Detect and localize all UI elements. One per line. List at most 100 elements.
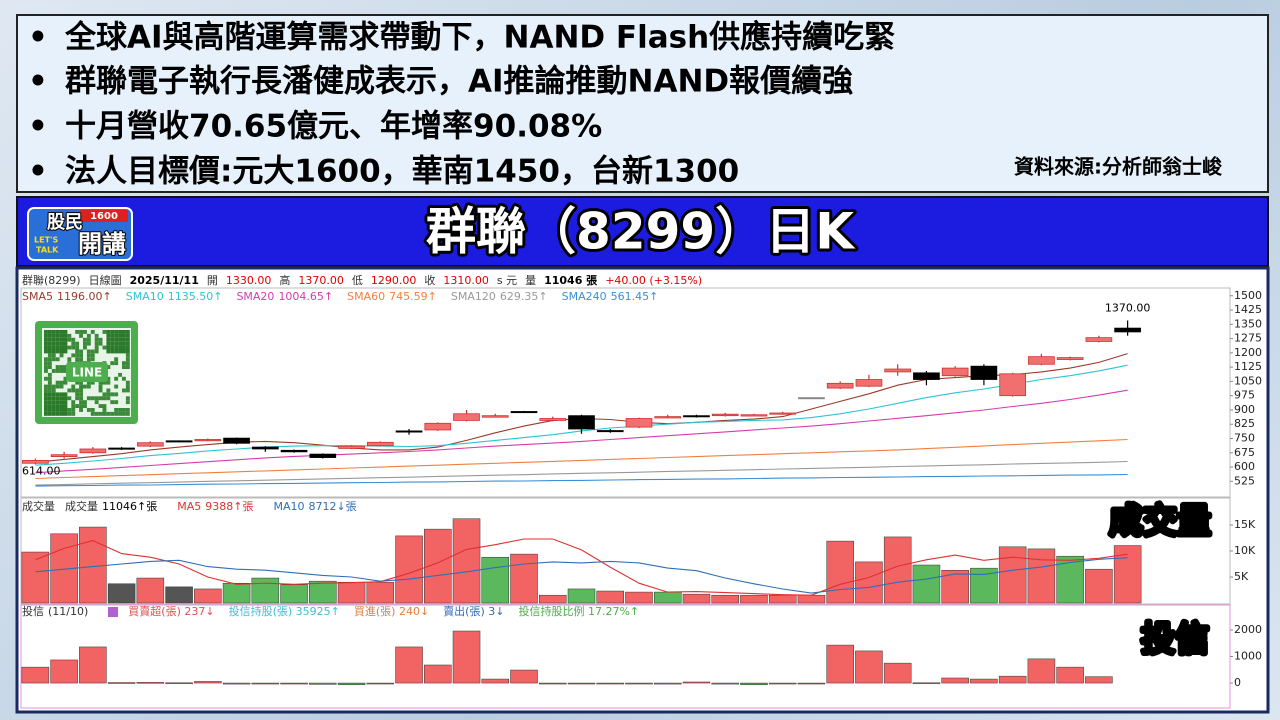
logo-text: TALK: [36, 246, 59, 255]
bar: [107, 682, 136, 684]
qr-cell: [79, 353, 83, 358]
qr-cell: [63, 392, 68, 397]
bar: [625, 591, 653, 604]
qr-cell: [94, 333, 99, 338]
bar: [1085, 568, 1113, 604]
qr-cell: [102, 330, 107, 334]
candle-body: [280, 449, 308, 453]
qr-cell: [55, 396, 60, 401]
qr-cell: [86, 349, 91, 354]
y-tick-label: 10K: [1234, 544, 1256, 557]
qr-cell: [86, 337, 91, 342]
bar: [165, 682, 193, 685]
qr-cell: [47, 376, 52, 381]
info-item: +40.00 (+3.15%): [605, 274, 702, 287]
qr-cell: [106, 380, 111, 385]
logo-text: LET'S: [34, 236, 58, 245]
qr-cell: [51, 404, 56, 408]
qr-cell: [114, 345, 119, 350]
qr-cell: [55, 400, 60, 405]
qr-cell: [125, 408, 130, 412]
qr-cell: [102, 411, 107, 416]
qr-cell: [55, 408, 60, 412]
qr-cell: [114, 384, 119, 389]
info-item: 1370.00: [298, 274, 344, 287]
info-item: 1290.00: [371, 274, 417, 287]
qr-cell: [90, 353, 95, 358]
qr-cell: [79, 349, 83, 354]
candle-body: [223, 437, 250, 444]
qr-cell: [75, 353, 80, 358]
bar: [567, 588, 596, 604]
candle-body: [596, 430, 624, 433]
qr-cell: [47, 404, 52, 408]
qr-label: LINE: [72, 366, 102, 380]
qr-cell: [47, 388, 52, 393]
qr-cell: [94, 337, 99, 342]
qr-cell: [114, 341, 119, 346]
qr-cell: [75, 396, 80, 401]
qr-cell: [59, 404, 64, 408]
y-tick-label: 825: [1234, 417, 1255, 430]
qr-cell: [83, 330, 87, 334]
bar: [768, 594, 797, 604]
qr-cell: [114, 392, 119, 397]
qr-cell: [90, 349, 95, 354]
bar: [855, 650, 883, 684]
qr-cell: [125, 411, 130, 416]
qr-cell: [110, 337, 115, 342]
qr-cell: [79, 392, 83, 397]
annotation: 1370.00: [1105, 302, 1151, 315]
price-frame: [20, 287, 1231, 498]
qr-cell: [63, 330, 68, 334]
bar: [625, 682, 653, 685]
info-item: 1330.00: [226, 274, 272, 287]
qr-cell: [110, 345, 115, 350]
info-item: 日線圖: [89, 273, 122, 287]
legend-text: 745.59↑: [389, 290, 437, 303]
qr-cell: [59, 330, 64, 334]
qr-cell: [47, 349, 52, 354]
candle-body: [913, 372, 940, 380]
y-tick-label: 1350: [1234, 317, 1262, 330]
qr-cell: [63, 400, 68, 405]
qr-cell: [71, 345, 76, 350]
qr-cell: [55, 349, 60, 354]
qr-cell: [59, 365, 64, 369]
qr-cell: [122, 333, 126, 338]
qr-cell: [114, 408, 119, 412]
qr-cell: [63, 396, 68, 401]
qr-cell: [47, 337, 52, 342]
qr-cell: [44, 404, 48, 408]
qr-cell: [106, 349, 111, 354]
qr-cell: [83, 384, 87, 389]
candle-body: [970, 365, 998, 380]
qr-cell: [59, 333, 64, 338]
candle-body: [424, 422, 452, 431]
candle-body: [798, 397, 825, 400]
qr-cell: [44, 349, 48, 354]
candle-body: [769, 412, 797, 415]
qr-cell: [51, 357, 56, 362]
qr-cell: [44, 411, 48, 416]
bar: [481, 556, 510, 604]
y-tick-label: 1000: [1234, 650, 1262, 663]
qr-cell: [59, 392, 64, 397]
legend-text: 8712↓張: [308, 500, 356, 513]
legend-text: SMA20: [236, 290, 274, 303]
qr-cell: [51, 353, 56, 358]
y-tick-label: 2000: [1234, 623, 1262, 636]
qr-cell: [44, 361, 48, 366]
qr-cell: [47, 341, 52, 346]
qr-cell: [55, 337, 60, 342]
bar: [682, 593, 711, 604]
summary-box: [16, 14, 1269, 193]
bullet-dot: •: [28, 64, 48, 100]
y-tick-label: 975: [1234, 389, 1255, 402]
qr-cell: [71, 388, 76, 393]
ma-line: [35, 557, 1128, 594]
qr-cell: [114, 361, 119, 366]
qr-cell: [98, 388, 103, 393]
candle-body: [740, 414, 768, 417]
candle-body: [683, 415, 710, 418]
